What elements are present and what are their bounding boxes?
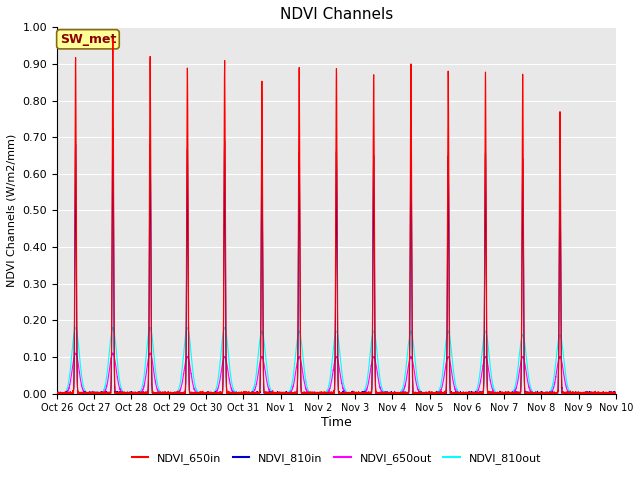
NDVI_650in <box>262 391 270 396</box>
NDVI_810in <box>109 127 116 133</box>
NDVI_810in <box>612 391 620 396</box>
NDVI_810out <box>72 324 79 330</box>
NDVI_650out <box>167 391 175 396</box>
NDVI_810out <box>53 391 61 396</box>
NDVI_650out <box>262 375 270 381</box>
Legend: NDVI_650in, NDVI_810in, NDVI_650out, NDVI_810out: NDVI_650in, NDVI_810in, NDVI_650out, NDV… <box>127 449 545 468</box>
NDVI_810out <box>167 391 175 396</box>
NDVI_650in <box>53 390 61 396</box>
NDVI_650in <box>53 391 61 396</box>
NDVI_650in <box>493 391 501 396</box>
NDVI_810in <box>167 390 175 396</box>
NDVI_810out <box>54 391 61 396</box>
NDVI_650in <box>612 391 620 396</box>
Line: NDVI_650in: NDVI_650in <box>57 39 616 394</box>
Title: NDVI Channels: NDVI Channels <box>280 7 393 22</box>
NDVI_650out <box>414 386 422 392</box>
NDVI_810in <box>173 390 180 396</box>
NDVI_810out <box>612 391 620 396</box>
NDVI_810in <box>53 391 61 396</box>
NDVI_810in <box>53 389 61 395</box>
Line: NDVI_810in: NDVI_810in <box>57 130 616 394</box>
NDVI_810out <box>610 391 618 396</box>
NDVI_650out <box>610 391 618 396</box>
NDVI_650out <box>53 391 61 396</box>
NDVI_810out <box>173 390 180 396</box>
NDVI_650in <box>173 391 180 396</box>
NDVI_810out <box>262 360 270 366</box>
X-axis label: Time: Time <box>321 416 352 429</box>
NDVI_650out <box>173 391 180 396</box>
NDVI_650in <box>167 390 175 396</box>
Line: NDVI_810out: NDVI_810out <box>57 327 616 394</box>
Text: SW_met: SW_met <box>60 33 116 46</box>
Y-axis label: NDVI Channels (W/m2/mm): NDVI Channels (W/m2/mm) <box>7 134 17 287</box>
NDVI_810out <box>493 390 501 396</box>
NDVI_650in <box>610 391 618 396</box>
NDVI_810in <box>414 391 422 396</box>
NDVI_810in <box>610 390 618 396</box>
NDVI_650in <box>109 36 116 42</box>
NDVI_810in <box>262 390 270 396</box>
NDVI_650in <box>414 391 422 396</box>
NDVI_650out <box>493 391 501 396</box>
NDVI_650out <box>612 391 620 396</box>
Line: NDVI_650out: NDVI_650out <box>57 353 616 394</box>
NDVI_650out <box>109 350 116 356</box>
NDVI_810out <box>414 379 422 384</box>
NDVI_810in <box>493 391 501 396</box>
